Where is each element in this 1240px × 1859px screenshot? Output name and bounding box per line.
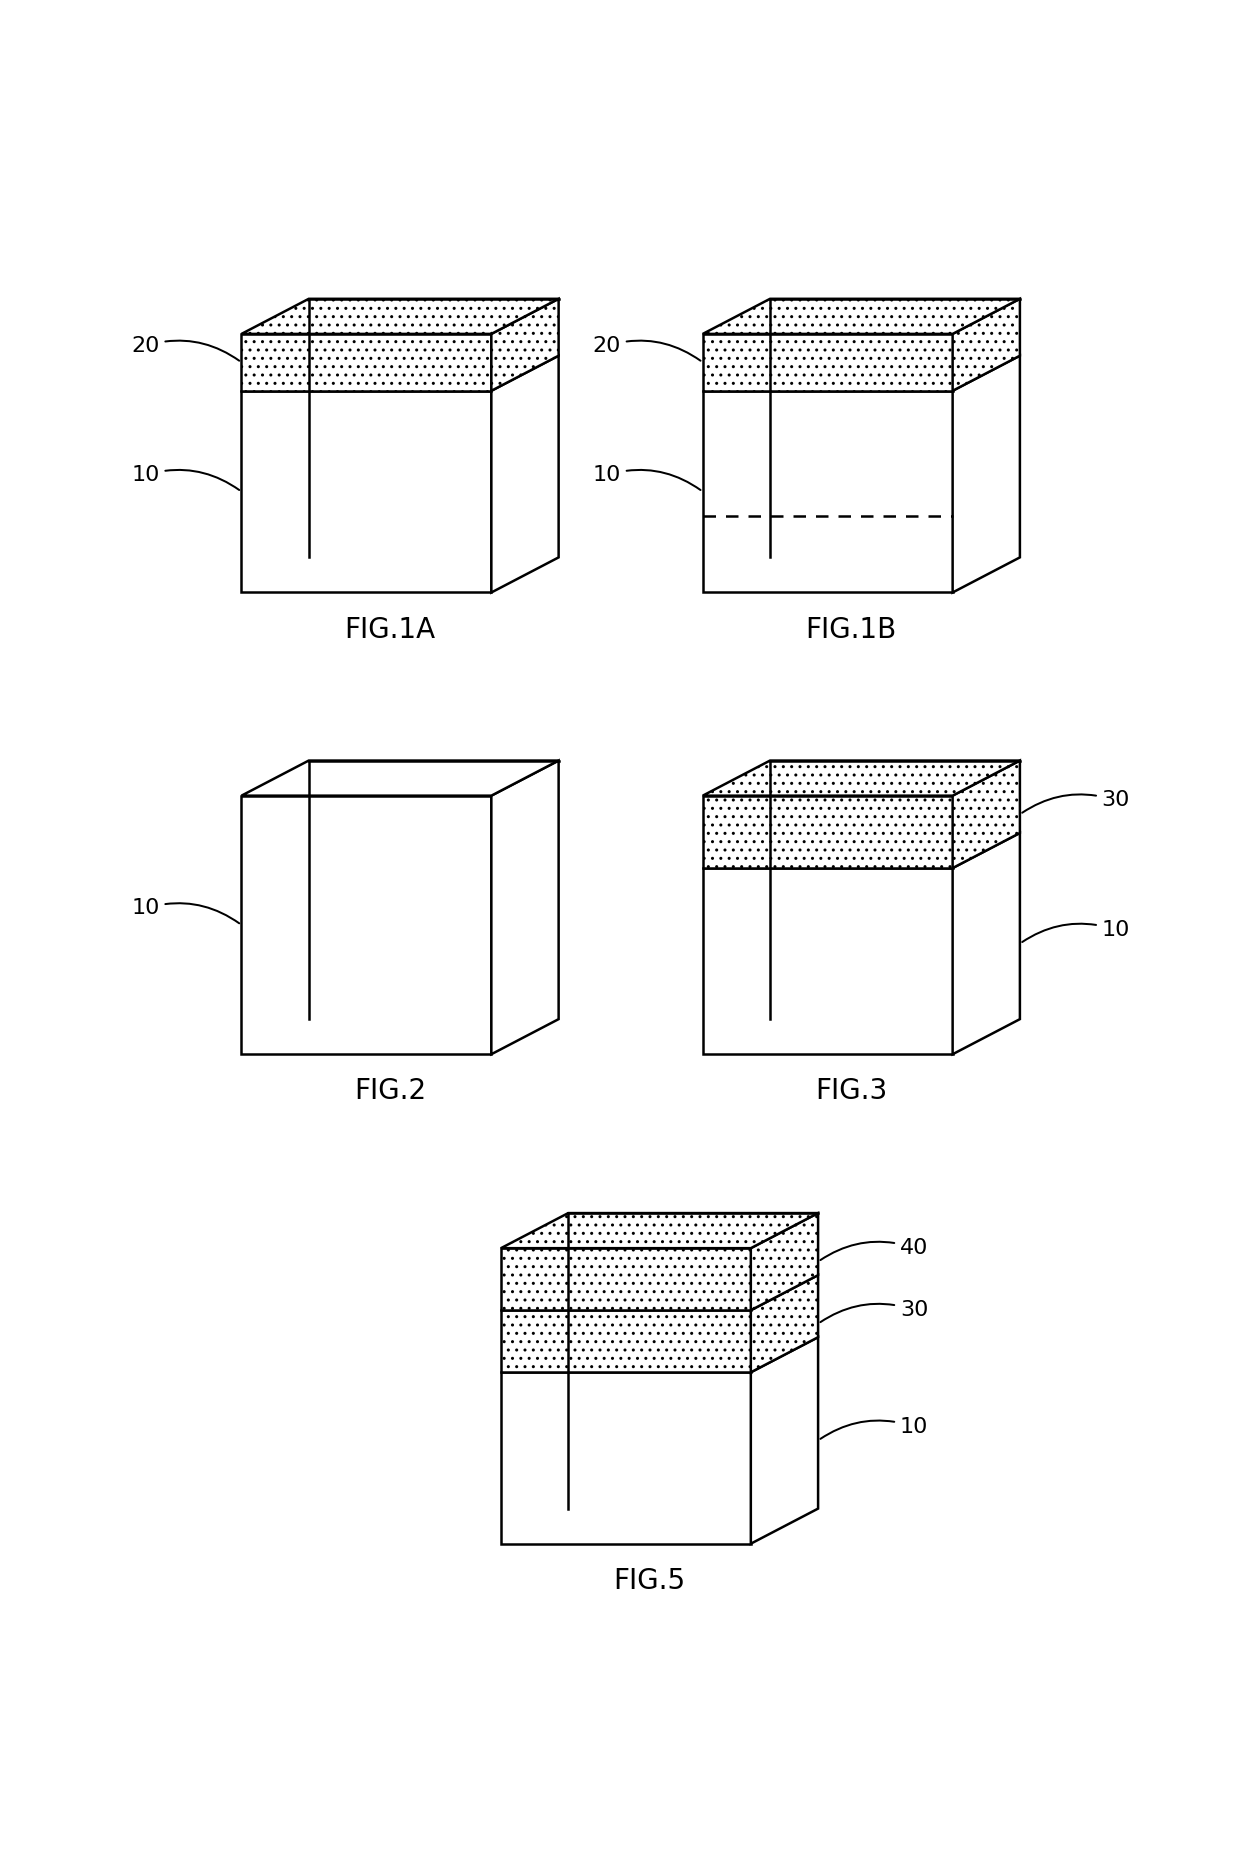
Text: 10: 10 bbox=[131, 898, 239, 924]
Text: 40: 40 bbox=[821, 1238, 929, 1260]
Polygon shape bbox=[952, 833, 1021, 1054]
Polygon shape bbox=[703, 335, 952, 390]
Text: 10: 10 bbox=[1022, 920, 1130, 943]
Polygon shape bbox=[703, 390, 952, 593]
Polygon shape bbox=[952, 355, 1021, 593]
Polygon shape bbox=[703, 760, 1021, 796]
Text: FIG.1A: FIG.1A bbox=[345, 615, 435, 643]
Polygon shape bbox=[751, 1275, 818, 1372]
Text: 30: 30 bbox=[821, 1299, 929, 1322]
Polygon shape bbox=[242, 335, 491, 390]
Polygon shape bbox=[501, 1372, 751, 1543]
Polygon shape bbox=[491, 299, 559, 390]
Polygon shape bbox=[501, 1311, 751, 1372]
Polygon shape bbox=[703, 299, 1021, 335]
Text: 10: 10 bbox=[593, 465, 701, 491]
Polygon shape bbox=[751, 1337, 818, 1543]
Text: FIG.2: FIG.2 bbox=[353, 1078, 427, 1106]
Polygon shape bbox=[501, 1247, 751, 1311]
Text: 20: 20 bbox=[131, 336, 239, 361]
Text: 30: 30 bbox=[1022, 790, 1130, 812]
Text: FIG.1B: FIG.1B bbox=[806, 615, 897, 643]
Polygon shape bbox=[703, 796, 952, 868]
Polygon shape bbox=[242, 760, 559, 796]
Text: 20: 20 bbox=[593, 336, 701, 361]
Polygon shape bbox=[703, 868, 952, 1054]
Polygon shape bbox=[501, 1214, 818, 1247]
Text: 10: 10 bbox=[131, 465, 239, 491]
Text: FIG.5: FIG.5 bbox=[614, 1567, 686, 1595]
Polygon shape bbox=[491, 355, 559, 593]
Polygon shape bbox=[952, 760, 1021, 868]
Polygon shape bbox=[751, 1214, 818, 1311]
Text: 10: 10 bbox=[821, 1417, 929, 1439]
Text: FIG.3: FIG.3 bbox=[815, 1078, 888, 1106]
Polygon shape bbox=[242, 796, 491, 1054]
Polygon shape bbox=[242, 299, 559, 335]
Polygon shape bbox=[491, 760, 559, 1054]
Polygon shape bbox=[952, 299, 1021, 390]
Polygon shape bbox=[242, 390, 491, 593]
